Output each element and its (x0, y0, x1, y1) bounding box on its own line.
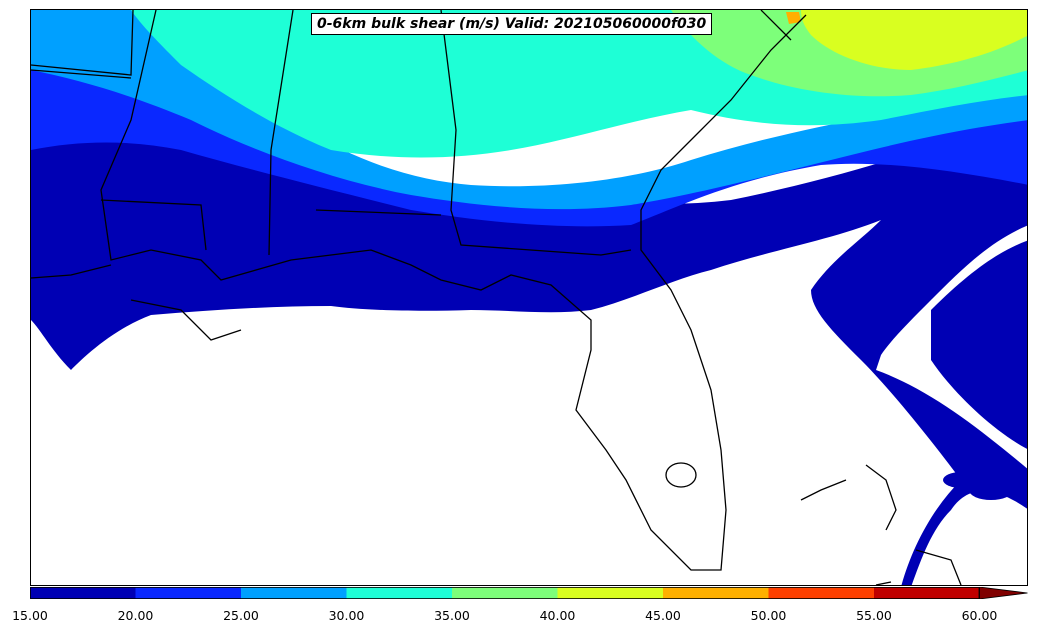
shear-band-15-20 (31, 110, 1027, 585)
shear-band-45-50 (786, 12, 801, 24)
colorbar-segment (241, 587, 347, 599)
colorbar-extend-arrow (979, 587, 1028, 599)
shear-band-40-45 (801, 10, 1027, 70)
colorbar-tick-label: 45.00 (645, 608, 681, 623)
colorbar (30, 587, 1028, 599)
colorbar-segment (135, 587, 241, 599)
colorbar-segment (452, 587, 558, 599)
shear-blob (943, 472, 979, 488)
map-title: 0-6km bulk shear (m/s) Valid: 2021050600… (311, 13, 713, 35)
colorbar-tick-label: 60.00 (961, 608, 998, 623)
colorbar-segment (768, 587, 874, 599)
colorbar-tick-label: 25.00 (223, 608, 259, 623)
colorbar-tick-label: 20.00 (117, 608, 154, 623)
colorbar-tick-label: 15.00 (12, 608, 48, 623)
shear-field-map (31, 10, 1027, 585)
colorbar-segment (346, 587, 452, 599)
colorbar-tick-label: 35.00 (434, 608, 470, 623)
colorbar-tick-label: 40.00 (539, 608, 576, 623)
colorbar-segment (30, 587, 136, 599)
colorbar-tick-label: 50.00 (750, 608, 787, 623)
shear-band-15-20 (931, 240, 1027, 449)
colorbar-segment (874, 587, 980, 599)
shear-blob (969, 480, 1013, 500)
colorbar-segment (663, 587, 769, 599)
colorbar-tick-label: 30.00 (328, 608, 365, 623)
map-panel (30, 9, 1028, 586)
state-borders (31, 10, 632, 256)
shear-band-25-30 (31, 10, 1027, 210)
colorbar-border (30, 587, 980, 599)
colorbar-tick-label: 55.00 (856, 608, 892, 623)
coastlines (31, 10, 962, 585)
colorbar-segment (557, 587, 663, 599)
